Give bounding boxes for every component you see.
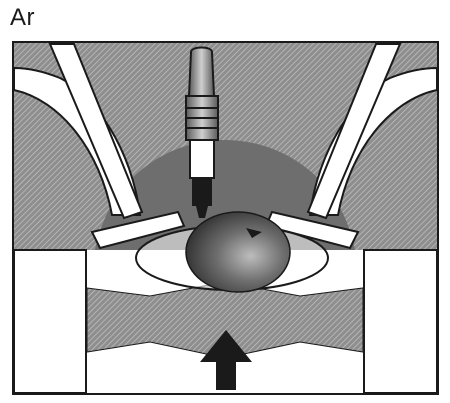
up-arrow-icon (200, 330, 252, 390)
cylinder-wall-left (13, 249, 87, 394)
exhaust-valve-stem (306, 43, 402, 220)
intake-valve-head (90, 210, 186, 250)
spark-marker (246, 228, 262, 238)
charge-kernel (185, 211, 291, 293)
spark-plug (185, 46, 219, 218)
intake-valve-stem (48, 43, 144, 220)
figure-label: Ar (10, 4, 35, 31)
cylinder-wall-right (363, 249, 438, 394)
